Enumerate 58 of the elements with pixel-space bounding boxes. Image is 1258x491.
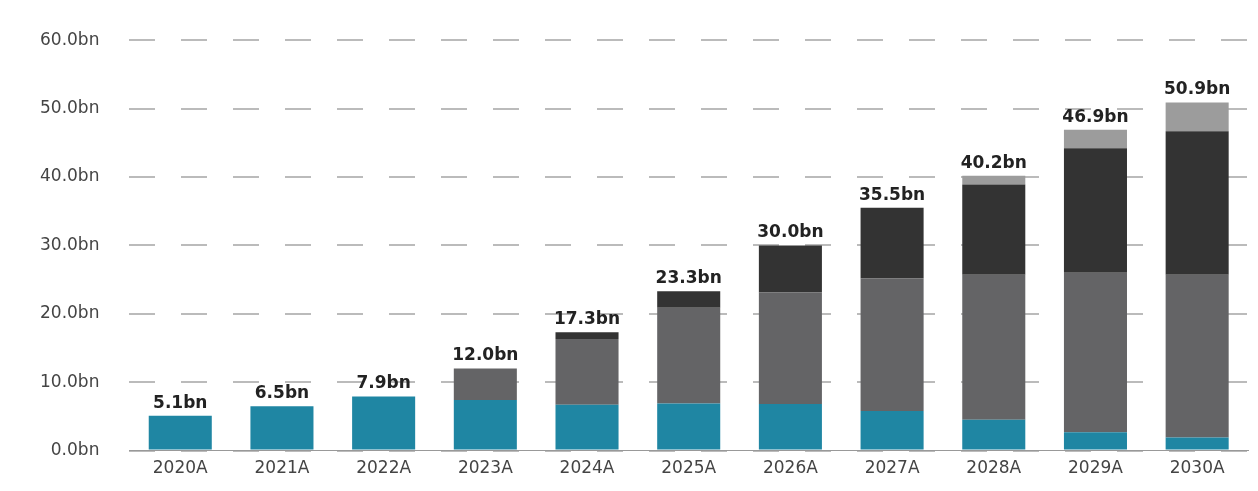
total-label: 5.1bn xyxy=(153,391,208,412)
total-label: 12.0bn xyxy=(452,344,519,365)
total-label: 7.9bn xyxy=(356,372,411,393)
x-tick-label: 2021A xyxy=(254,457,310,478)
bar xyxy=(453,368,517,400)
bar xyxy=(1063,148,1127,273)
y-tick-label: 30.0bn xyxy=(40,233,100,254)
x-tick-label: 2023A xyxy=(457,457,514,478)
total-label: 17.3bn xyxy=(553,308,621,329)
bar xyxy=(1165,131,1229,275)
bar xyxy=(962,274,1026,420)
total-label: 46.9bn xyxy=(1062,105,1129,126)
x-tick-label: 2025A xyxy=(661,457,717,478)
total-label: 23.3bn xyxy=(655,267,722,288)
bar xyxy=(860,278,924,411)
total-label: 6.5bn xyxy=(254,382,310,403)
bar xyxy=(250,406,314,450)
y-tick-label: 10.0bn xyxy=(40,370,100,391)
y-tick-label: 60.0bn xyxy=(40,28,100,49)
x-tick-label: 2026A xyxy=(762,457,819,478)
bar xyxy=(555,339,619,405)
bar xyxy=(657,307,721,404)
bar xyxy=(657,291,721,308)
y-tick-label: 0.0bn xyxy=(50,439,100,460)
y-tick-label: 20.0bn xyxy=(40,302,100,323)
y-tick-label: 50.0bn xyxy=(40,97,100,118)
total-label: 35.5bn xyxy=(858,183,926,204)
bar xyxy=(962,184,1026,275)
bar xyxy=(758,245,822,293)
x-tick-label: 2022A xyxy=(356,457,412,478)
total-label: 50.9bn xyxy=(1164,78,1231,99)
bar xyxy=(555,332,619,340)
x-tick-label: 2027A xyxy=(864,457,920,478)
bar xyxy=(1063,272,1127,433)
bar xyxy=(860,207,924,279)
bar xyxy=(1165,102,1229,132)
x-tick-label: 2029A xyxy=(1068,457,1124,478)
x-tick-label: 2030A xyxy=(1169,457,1225,478)
bar xyxy=(758,292,822,405)
bar xyxy=(962,175,1026,185)
x-tick-label: 2020A xyxy=(152,457,209,478)
bar xyxy=(962,419,1026,450)
y-tick-label: 40.0bn xyxy=(40,165,100,186)
bar xyxy=(860,410,924,450)
bar xyxy=(657,403,721,450)
total-label: 40.2bn xyxy=(960,151,1027,172)
bar xyxy=(555,404,619,450)
bar xyxy=(758,404,822,450)
bar xyxy=(1063,432,1127,450)
bar xyxy=(1165,274,1229,438)
bar xyxy=(453,399,517,450)
bar xyxy=(1063,129,1127,149)
bar xyxy=(352,396,416,450)
bar xyxy=(148,415,212,450)
bar xyxy=(1165,437,1229,450)
total-label: 30.0bn xyxy=(757,221,824,242)
x-tick-label: 2024A xyxy=(559,457,615,478)
x-tick-label: 2028A xyxy=(966,457,1022,478)
